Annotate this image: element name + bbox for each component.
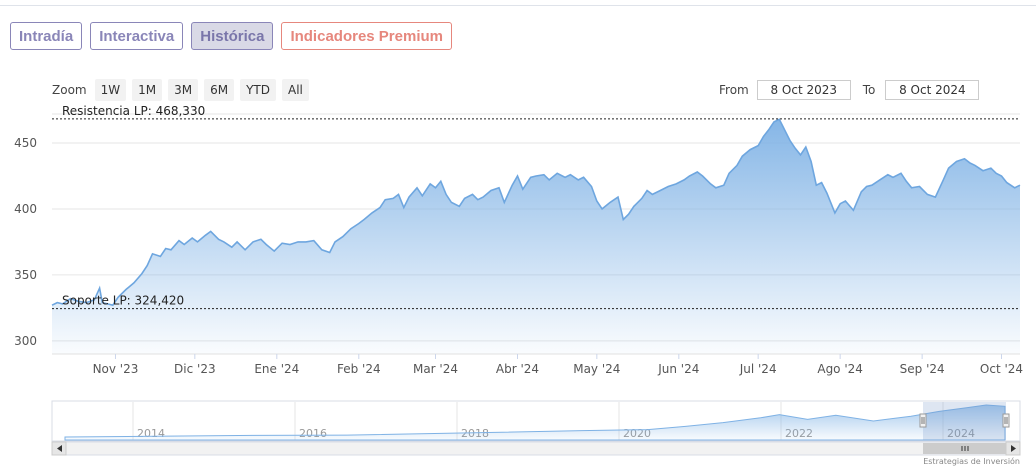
watermark: Estrategias de Inversión [923,457,1020,466]
arrow-right-icon [1011,445,1016,452]
navigator-selection[interactable] [923,402,1006,440]
to-date-input[interactable]: 8 Oct 2024 [885,80,980,100]
x-tick-label: Abr '24 [496,362,539,376]
date-range: From 8 Oct 2023 To 8 Oct 2024 [719,80,980,100]
zoom-button-6m[interactable]: 6M [204,79,235,101]
x-tick-label: Nov '23 [93,362,139,376]
x-tick-label: Feb '24 [337,362,381,376]
x-tick-label: May '24 [573,362,620,376]
from-date-input[interactable]: 8 Oct 2023 [756,80,851,100]
x-tick-label: Mar '24 [413,362,458,376]
price-line [51,118,1021,307]
x-tick-label: Jul '24 [739,362,777,376]
y-tick-label: 300 [14,334,37,348]
navigator-area [64,404,1006,441]
from-label: From [719,83,749,97]
navigator-scrollbar[interactable] [51,441,1021,456]
x-tick-label: Ene '24 [254,362,299,376]
top-divider [0,5,1036,6]
x-tick-label: Sep '24 [900,362,945,376]
navigator-right-handle[interactable] [1002,413,1010,428]
x-tick-label: Dic '23 [174,362,216,376]
price-area [52,119,1020,354]
navigator[interactable]: 201420162018202020222024 [51,400,1021,442]
zoom-button-1m[interactable]: 1M [132,79,163,101]
navigator-left-handle[interactable] [919,413,927,428]
y-tick-label: 450 [14,136,37,150]
x-tick-label: Jun '24 [657,362,699,376]
tab-historica[interactable]: Histórica [191,22,274,50]
y-tick-label: 400 [14,202,37,216]
to-label: To [862,83,876,97]
tab-interactiva[interactable]: Interactiva [90,22,184,50]
x-tick-label: Oct '24 [980,362,1023,376]
zoom-label: Zoom [52,83,87,97]
y-axis-labels: 300 350 400 450 [14,136,37,348]
zoom-button-1w[interactable]: 1W [94,79,127,101]
support-resistance-lines: Resistencia LP: 468,330 Soporte LP: 324,4… [52,104,1020,310]
arrow-left-icon [57,445,62,452]
resistance-label: Resistencia LP: 468,330 [62,104,205,118]
x-axis-labels: Nov '23 Dic '23 Ene '24 Feb '24 Mar '24 Abr '… [93,354,1023,376]
tab-intradia[interactable]: Intradía [10,22,83,50]
y-tick-label: 350 [14,268,37,282]
x-tick-label: Ago '24 [817,362,863,376]
zoom-button-ytd[interactable]: YTD [240,79,276,101]
view-tabs: Intradía Interactiva Histórica Indicador… [10,22,452,50]
support-label: Soporte LP: 324,420 [62,294,184,308]
tab-indicadores-premium[interactable]: Indicadores Premium [281,22,452,50]
zoom-button-3m[interactable]: 3M [168,79,199,101]
zoom-button-all[interactable]: All [282,79,309,101]
zoom-selector: Zoom 1W 1M 3M 6M YTD All [52,79,309,101]
